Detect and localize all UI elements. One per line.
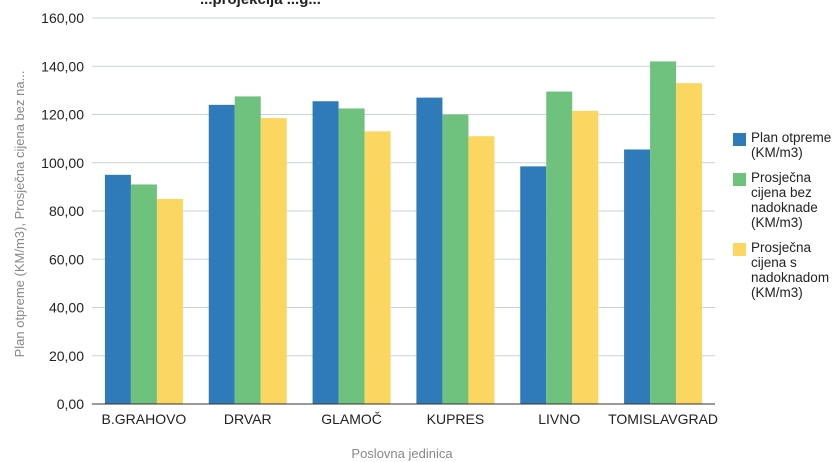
x-axis-ticks: B.GRAHOVO DRVAR GLAMOČ KUPRES LIVNO TOMISLAVG… [102, 411, 719, 427]
x-tick-label: LIVNO [538, 411, 580, 427]
bar [520, 166, 547, 404]
bar [338, 108, 365, 404]
legend-label-s: Prosječna cijena s nadoknadom (KM/m3) [751, 240, 830, 300]
y-tick-label: 0,00 [57, 396, 84, 412]
bar [156, 198, 183, 404]
y-tick-label: 20,00 [49, 348, 84, 364]
legend-swatch-bez [733, 173, 746, 186]
x-tick-label: KUPRES [427, 411, 485, 427]
chart-title: ...projekcija ...g... [200, 0, 321, 8]
bar [130, 184, 157, 404]
bars [104, 61, 703, 405]
x-tick-label: TOMISLAVGRAD [608, 411, 718, 427]
x-tick-label: DRVAR [224, 411, 272, 427]
bar [546, 91, 573, 405]
y-tick-label: 60,00 [49, 251, 84, 267]
x-tick-label: GLAMOČ [321, 411, 382, 427]
bar [676, 83, 703, 404]
bar [312, 101, 339, 404]
y-tick-label: 40,00 [49, 300, 84, 316]
bar [416, 97, 443, 405]
bar [364, 131, 391, 404]
legend-item-bez: Prosječna cijena bez nadoknade (KM/m3) [733, 170, 837, 230]
x-axis-title: Poslovna jedinica [351, 446, 453, 461]
y-tick-label: 80,00 [49, 203, 84, 219]
y-axis-ticks: 0,00 20,00 40,00 60,00 80,00 100,00 120,00 140,… [41, 10, 84, 412]
y-axis-title: Plan otpreme (KM/m3), Prosječna cijena b… [12, 71, 27, 358]
x-tick-label: B.GRAHOVO [102, 411, 187, 427]
legend-label-bez: Prosječna cijena bez nadoknade (KM/m3) [751, 170, 818, 230]
legend-swatch-s [733, 243, 746, 256]
bar [234, 96, 261, 404]
legend-swatch-plan [733, 133, 746, 146]
bar [468, 136, 495, 404]
legend-label-plan: Plan otpreme (KM/m3) [751, 130, 832, 160]
legend-item-s: Prosječna cijena s nadoknadom (KM/m3) [733, 240, 837, 300]
y-tick-label: 100,00 [41, 155, 84, 171]
gridlines [92, 17, 715, 357]
legend-item-plan: Plan otpreme (KM/m3) [733, 130, 837, 160]
bar [442, 114, 469, 404]
y-tick-label: 160,00 [41, 10, 84, 26]
bar [208, 104, 235, 404]
chart-legend: Plan otpreme (KM/m3) Prosječna cijena be… [733, 130, 837, 310]
bar [624, 149, 651, 404]
bar [104, 174, 131, 404]
y-tick-label: 120,00 [41, 107, 84, 123]
y-tick-label: 140,00 [41, 58, 84, 74]
bar [650, 61, 677, 405]
bar [572, 110, 599, 404]
bar [260, 118, 287, 405]
